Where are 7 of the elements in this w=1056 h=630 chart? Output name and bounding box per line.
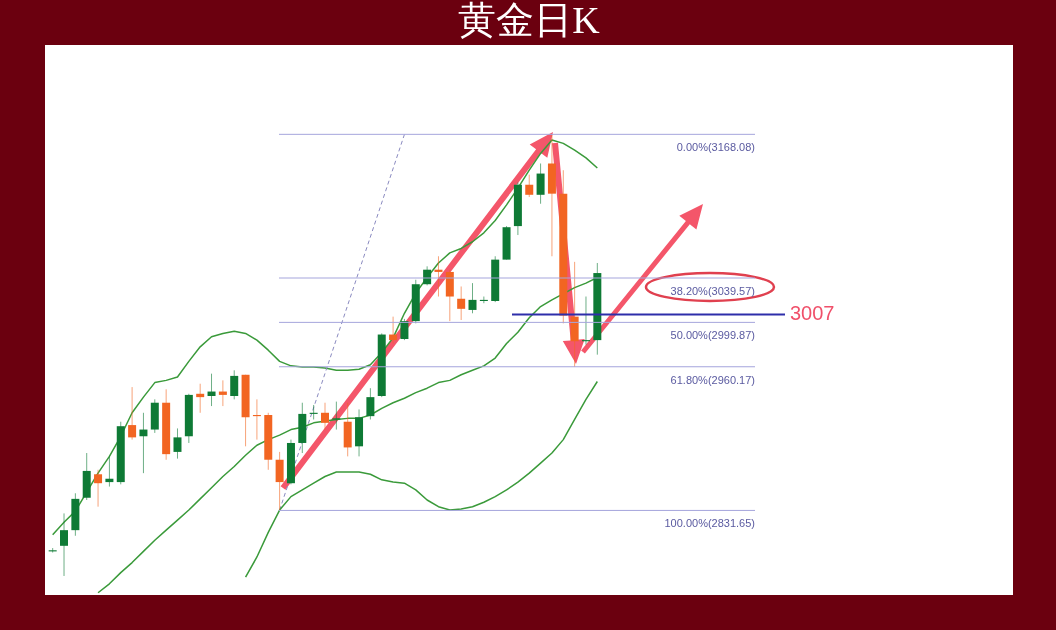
ref-line-label: 50.00%(2999.87) bbox=[670, 329, 755, 342]
ref-line-label: 0.00%(3168.08) bbox=[676, 141, 755, 154]
ref-line-label: 100.00%(2831.65) bbox=[664, 517, 755, 530]
ref-line-label: 61.80%(2960.17) bbox=[670, 373, 755, 386]
chart-title: 黄金日K bbox=[458, 0, 601, 41]
ref-line-label: 3007 bbox=[790, 302, 835, 325]
ref-line-label: 38.20%(3039.57) bbox=[670, 285, 755, 297]
